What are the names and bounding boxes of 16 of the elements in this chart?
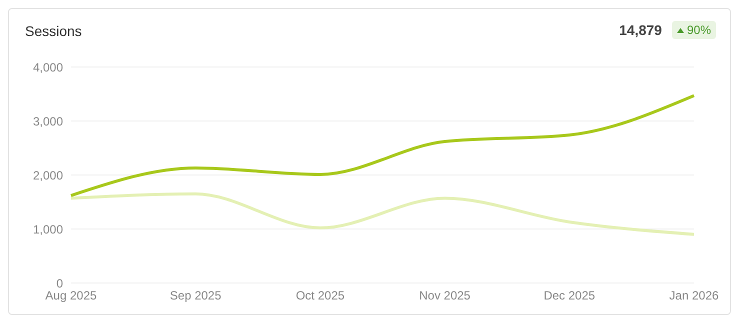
x-tick-label: Dec 2025 [544, 288, 596, 303]
text: 90% [686, 23, 711, 37]
x-tick-label: Oct 2025 [296, 288, 345, 303]
y-tick-label: 4,000 [32, 60, 64, 74]
x-tick-label: Jan 2026 [669, 288, 720, 303]
y-tick-label: 3,000 [32, 114, 64, 128]
x-tick-label: Nov 2025 [419, 288, 471, 303]
y-tick-label: 2,000 [32, 168, 64, 182]
y-tick-label: 1,000 [32, 222, 64, 236]
line-series [70, 94, 696, 198]
x-tick-label: Aug 2025 [45, 288, 98, 303]
chart-title: Sessions [25, 23, 82, 39]
x-tick-label: Sep 2025 [170, 288, 222, 303]
y-tick-label: 0 [56, 276, 64, 290]
text: 14,879 [619, 22, 662, 38]
line-series [70, 192, 696, 236]
